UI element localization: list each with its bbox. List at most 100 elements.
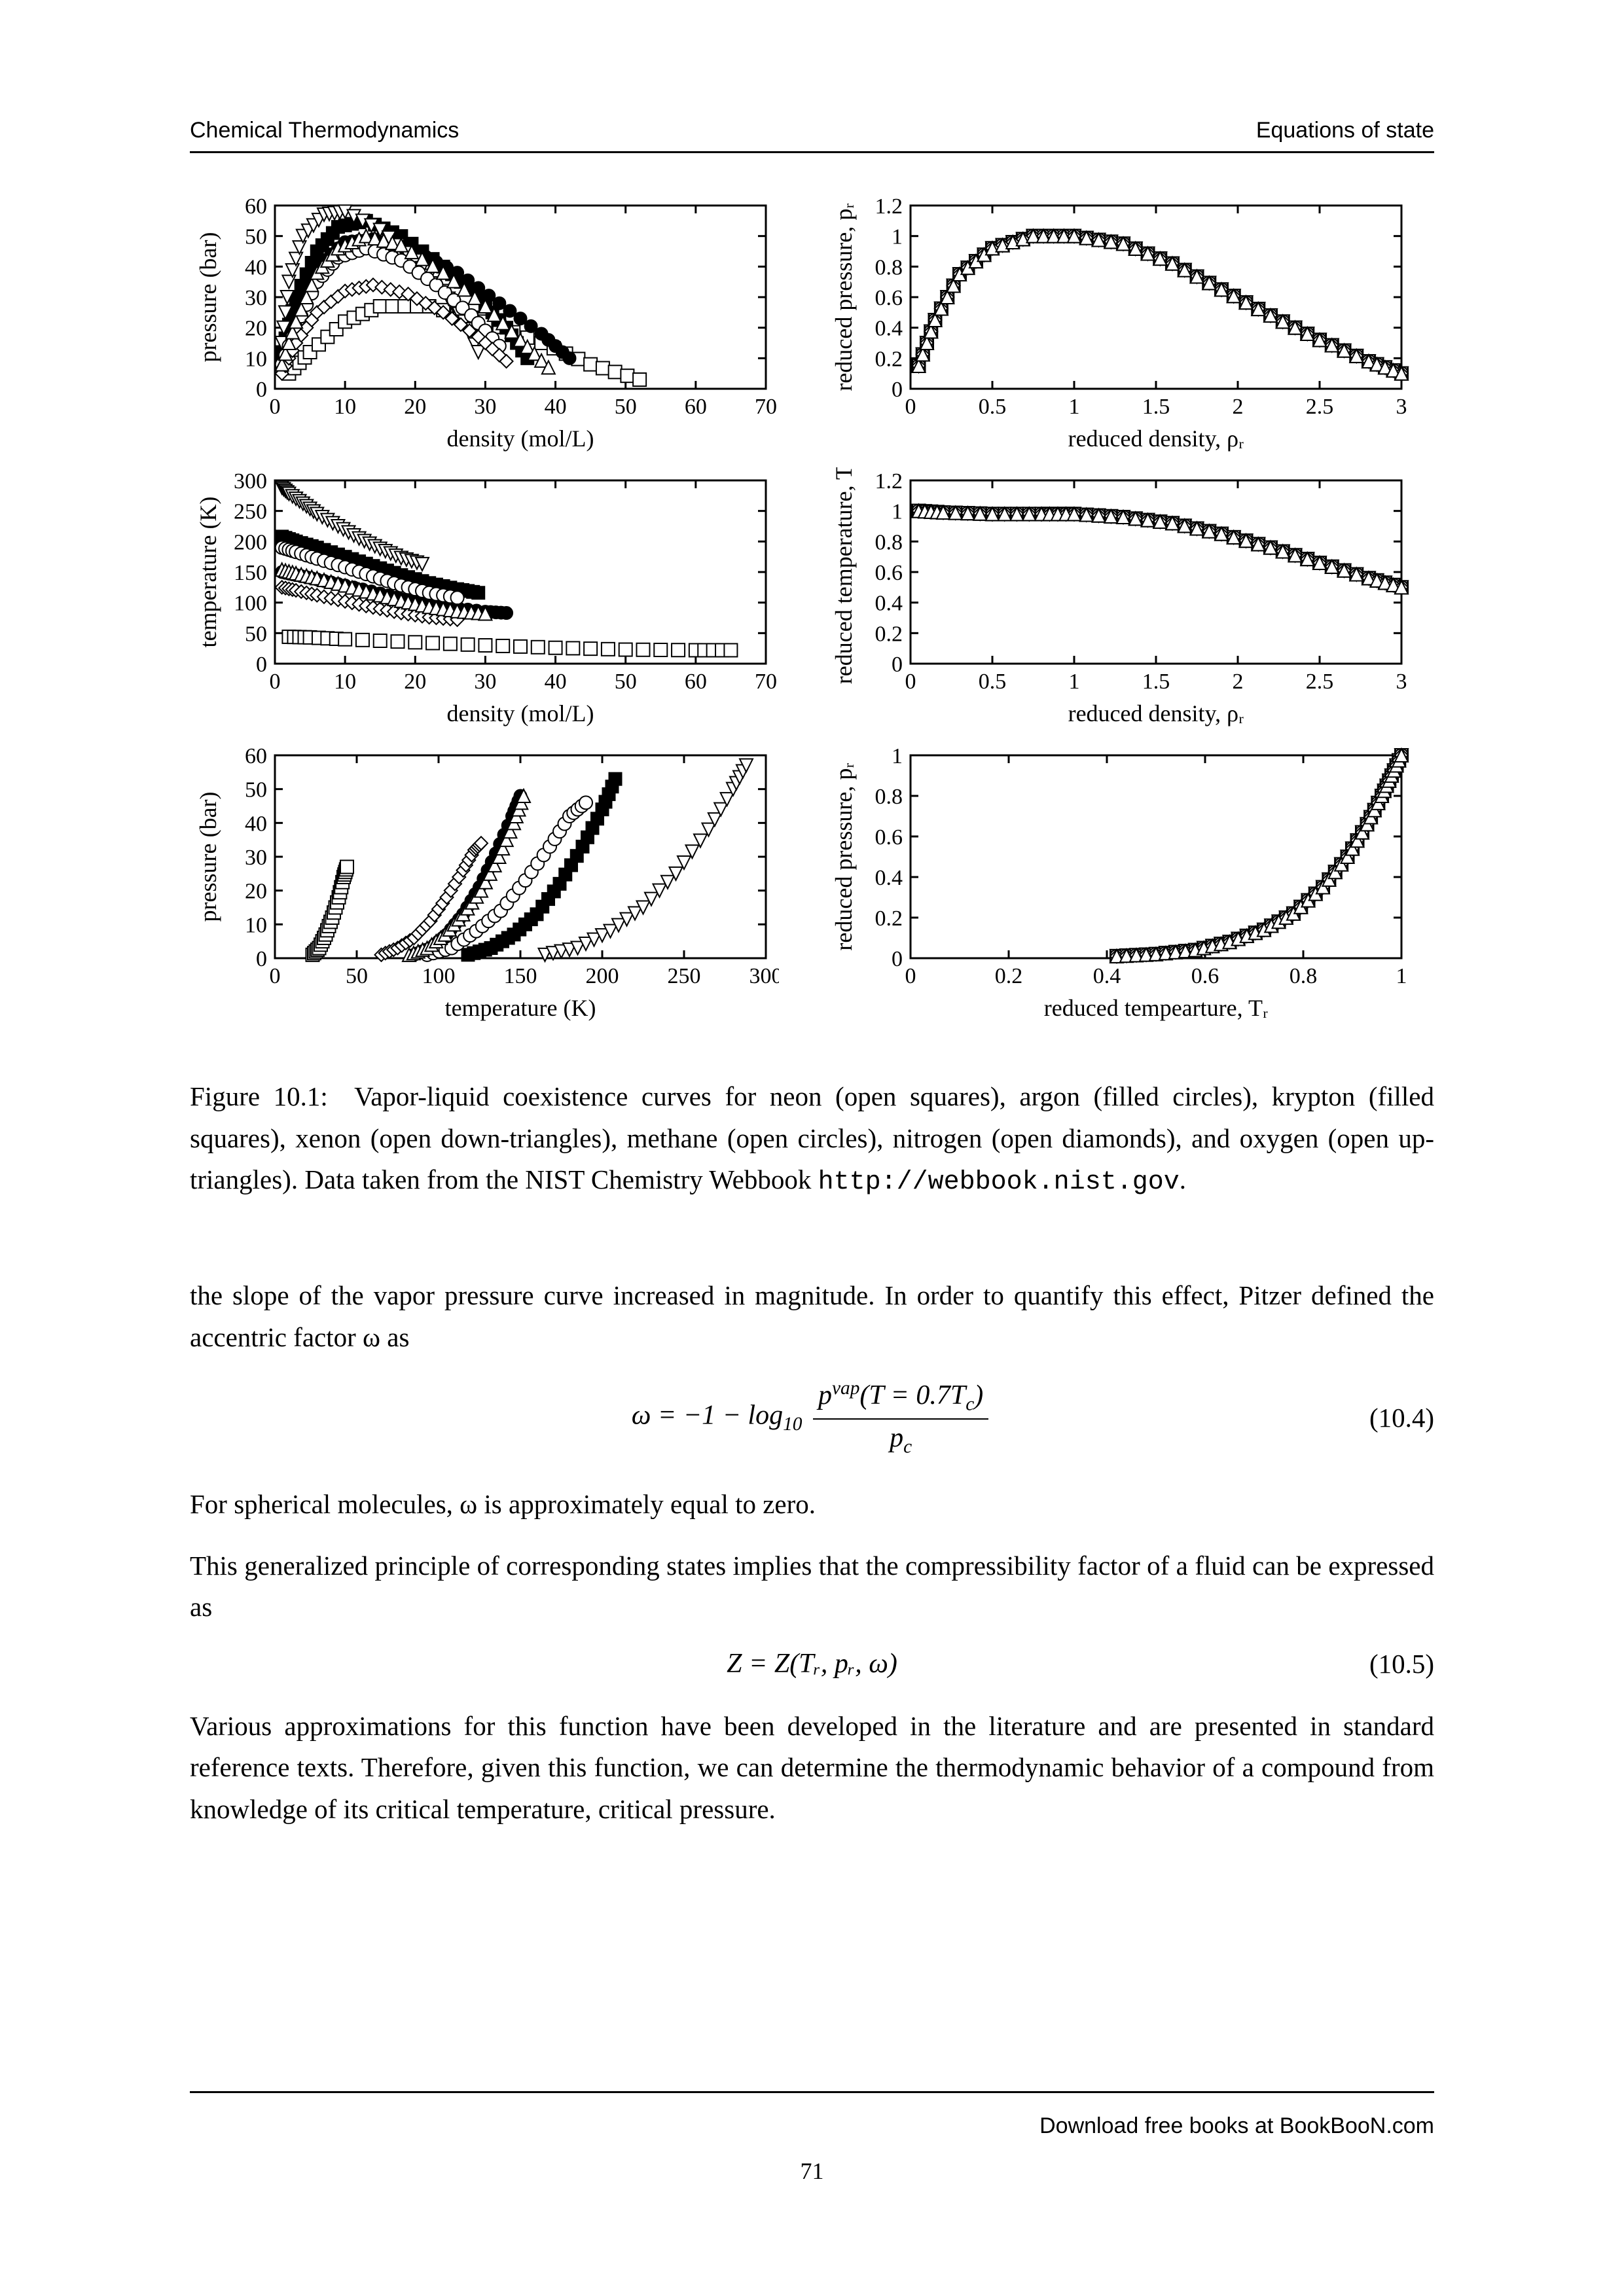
- chart-d: 00.511.522.5300.20.40.60.811.2reduced de…: [825, 467, 1435, 729]
- svg-text:1: 1: [1396, 964, 1407, 988]
- svg-text:20: 20: [404, 670, 426, 694]
- header-left: Chemical Thermodynamics: [190, 118, 459, 143]
- caption-text-1: Vapor-liquid coexistence curves for neon…: [190, 1081, 1434, 1194]
- eq1-num-sup: vap: [832, 1378, 859, 1399]
- svg-text:0.6: 0.6: [875, 561, 903, 585]
- svg-text:250: 250: [668, 964, 701, 988]
- svg-text:20: 20: [404, 395, 426, 419]
- svg-text:density (mol/L): density (mol/L): [447, 700, 594, 726]
- svg-text:50: 50: [245, 225, 267, 249]
- svg-text:0.4: 0.4: [1092, 964, 1121, 988]
- svg-text:10: 10: [334, 395, 356, 419]
- svg-text:1: 1: [1068, 670, 1079, 694]
- svg-text:0.4: 0.4: [875, 866, 903, 890]
- svg-text:60: 60: [685, 670, 707, 694]
- eq2-text: Z = Z(Tᵣ, pᵣ, ω): [727, 1648, 897, 1679]
- paragraph-1: the slope of the vapor pressure curve in…: [190, 1275, 1434, 1358]
- svg-text:0.6: 0.6: [1191, 964, 1219, 988]
- svg-text:40: 40: [545, 395, 567, 419]
- page-number: 71: [801, 2157, 824, 2185]
- caption-url: http://webbook.nist.gov: [818, 1168, 1180, 1197]
- page-header: Chemical Thermodynamics Equations of sta…: [190, 118, 1434, 153]
- eq1-num-close: ): [974, 1380, 983, 1410]
- svg-text:100: 100: [234, 592, 267, 616]
- svg-text:200: 200: [586, 964, 619, 988]
- footer-text: Download free books at BookBooN.com: [1039, 2113, 1434, 2139]
- svg-text:300: 300: [749, 964, 780, 988]
- svg-text:reduced pressure, pᵣ: reduced pressure, pᵣ: [831, 203, 857, 391]
- svg-text:0.8: 0.8: [875, 255, 903, 279]
- svg-text:3: 3: [1396, 670, 1407, 694]
- svg-text:0.6: 0.6: [875, 286, 903, 310]
- svg-text:reduced pressure, pᵣ: reduced pressure, pᵣ: [831, 762, 857, 950]
- caption-label: Figure 10.1:: [190, 1081, 328, 1111]
- svg-text:50: 50: [346, 964, 368, 988]
- svg-text:10: 10: [245, 913, 267, 937]
- svg-text:0.8: 0.8: [875, 785, 903, 809]
- svg-text:temperature (K): temperature (K): [445, 995, 596, 1021]
- svg-text:1: 1: [1068, 395, 1079, 419]
- svg-text:30: 30: [474, 670, 496, 694]
- svg-text:60: 60: [685, 395, 707, 419]
- svg-text:0.2: 0.2: [875, 906, 903, 931]
- paragraph-4: Various approximations for this function…: [190, 1706, 1434, 1831]
- svg-text:60: 60: [245, 744, 267, 768]
- svg-text:0: 0: [905, 670, 916, 694]
- svg-text:0: 0: [270, 964, 281, 988]
- svg-text:pressure (bar): pressure (bar): [195, 792, 221, 922]
- svg-text:1.5: 1.5: [1142, 670, 1170, 694]
- svg-text:150: 150: [504, 964, 537, 988]
- paragraph-2: For spherical molecules, ω is approximat…: [190, 1484, 1434, 1526]
- svg-text:0: 0: [905, 964, 916, 988]
- svg-text:10: 10: [334, 670, 356, 694]
- svg-text:50: 50: [245, 778, 267, 802]
- chart-b: 00.511.522.5300.20.40.60.811.2reduced de…: [825, 192, 1435, 454]
- svg-text:40: 40: [245, 812, 267, 836]
- footer-rule: [190, 2091, 1434, 2093]
- svg-text:50: 50: [245, 622, 267, 646]
- svg-text:0.5: 0.5: [978, 670, 1006, 694]
- svg-text:0: 0: [892, 653, 903, 677]
- caption-text-2: .: [1180, 1164, 1186, 1194]
- svg-text:reduced tempearture, Tᵣ: reduced tempearture, Tᵣ: [1043, 995, 1267, 1021]
- svg-text:20: 20: [245, 317, 267, 341]
- svg-text:density (mol/L): density (mol/L): [447, 425, 594, 452]
- eq1-lhs: ω = −1 − log: [632, 1401, 783, 1431]
- paragraph-3: This generalized principle of correspond…: [190, 1545, 1434, 1628]
- svg-text:30: 30: [474, 395, 496, 419]
- svg-text:20: 20: [245, 880, 267, 904]
- svg-text:60: 60: [245, 194, 267, 219]
- svg-text:reduced density, ρᵣ: reduced density, ρᵣ: [1068, 425, 1244, 452]
- eq1-den-sub: c: [903, 1436, 912, 1457]
- svg-text:2.5: 2.5: [1305, 395, 1333, 419]
- chart-e: 0501001502002503000102030405060temperatu…: [190, 742, 799, 1024]
- svg-text:0.6: 0.6: [875, 825, 903, 850]
- chart-c: 010203040506070050100150200250300density…: [190, 467, 799, 729]
- svg-text:40: 40: [545, 670, 567, 694]
- svg-text:1.5: 1.5: [1142, 395, 1170, 419]
- svg-text:70: 70: [755, 395, 777, 419]
- svg-text:0: 0: [256, 947, 267, 971]
- svg-text:2.5: 2.5: [1305, 670, 1333, 694]
- chart-a: 0102030405060700102030405060density (mol…: [190, 192, 799, 454]
- svg-text:50: 50: [615, 395, 637, 419]
- svg-text:2: 2: [1232, 670, 1243, 694]
- svg-text:0: 0: [905, 395, 916, 419]
- svg-text:0: 0: [892, 378, 903, 402]
- svg-text:3: 3: [1396, 395, 1407, 419]
- svg-text:0.5: 0.5: [978, 395, 1006, 419]
- svg-text:2: 2: [1232, 395, 1243, 419]
- figure-caption: Figure 10.1: Vapor-liquid coexistence cu…: [190, 1076, 1434, 1203]
- svg-text:0.2: 0.2: [875, 347, 903, 371]
- figure-panels: 0102030405060700102030405060density (mol…: [190, 192, 1434, 1024]
- svg-text:10: 10: [245, 347, 267, 371]
- svg-text:0.4: 0.4: [875, 317, 903, 341]
- svg-text:40: 40: [245, 255, 267, 279]
- svg-text:0.2: 0.2: [875, 622, 903, 646]
- eq1-num-arg-sub: c: [965, 1394, 974, 1415]
- svg-text:0: 0: [256, 378, 267, 402]
- svg-text:pressure (bar): pressure (bar): [195, 232, 221, 363]
- svg-text:50: 50: [615, 670, 637, 694]
- svg-text:reduced density, ρᵣ: reduced density, ρᵣ: [1068, 700, 1244, 726]
- eq1-num: p: [818, 1380, 832, 1410]
